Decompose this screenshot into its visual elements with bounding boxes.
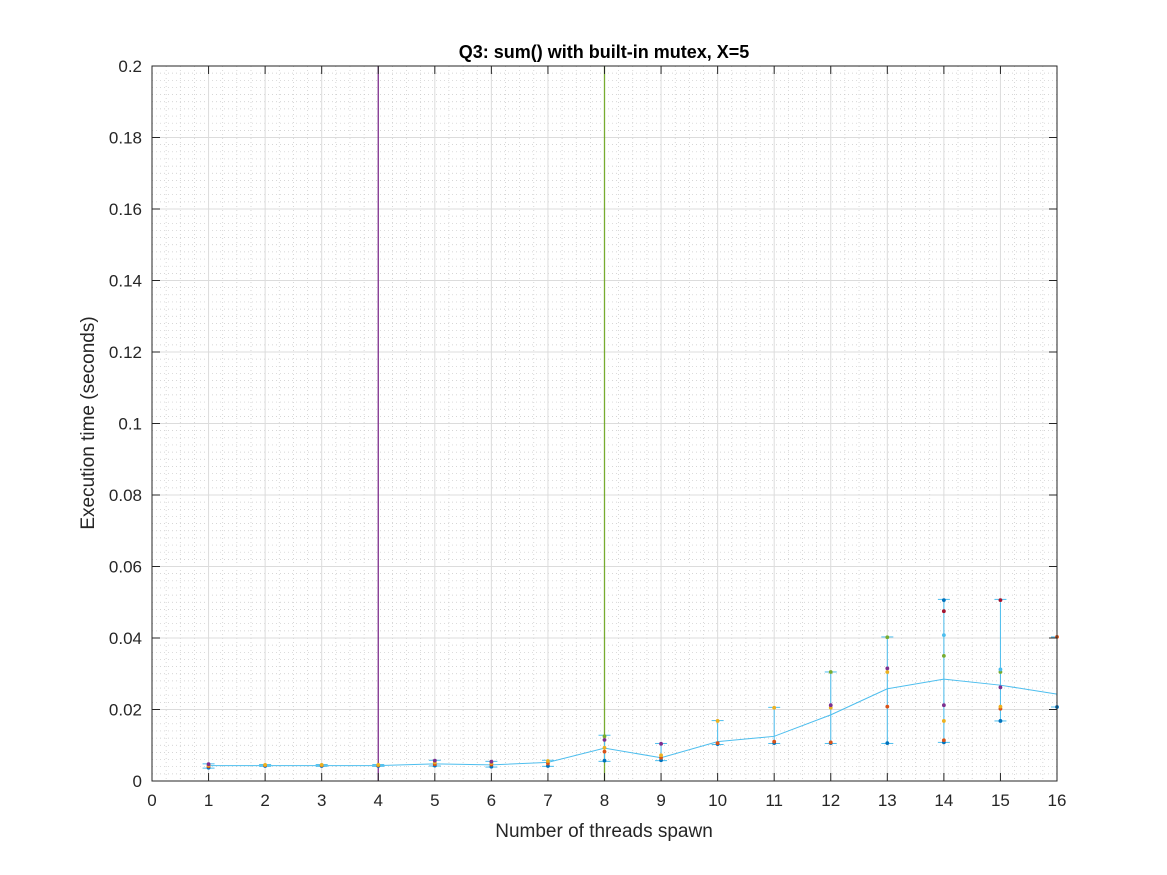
sample-point xyxy=(602,749,607,754)
x-tick-label: 16 xyxy=(1048,791,1067,810)
sample-point xyxy=(715,719,720,723)
sample-point xyxy=(941,703,946,708)
y-tick-label: 0.16 xyxy=(109,200,142,219)
series-lines xyxy=(208,678,1058,767)
sample-point xyxy=(998,685,1003,690)
sample-point xyxy=(602,758,607,763)
sample-point xyxy=(602,745,607,750)
y-tick-label: 0.2 xyxy=(118,57,142,76)
sample-point xyxy=(941,633,946,638)
x-tick-label: 15 xyxy=(991,791,1010,810)
x-tick-label: 11 xyxy=(765,791,783,810)
sample-point xyxy=(828,740,833,745)
x-tick-label: 0 xyxy=(147,791,156,810)
x-tick-label: 8 xyxy=(600,791,609,810)
chart-title: Q3: sum() with built-in mutex, X=5 xyxy=(459,42,750,62)
sample-point xyxy=(828,703,833,708)
sample-point xyxy=(319,763,324,767)
y-tick-label: 0.08 xyxy=(109,486,142,505)
sample-point xyxy=(602,737,607,742)
sample-point xyxy=(941,598,946,603)
sample-point xyxy=(659,753,663,758)
sample-point xyxy=(772,739,777,744)
y-tick-label: 0.06 xyxy=(109,558,142,577)
sample-point xyxy=(772,705,777,710)
sample-point xyxy=(659,741,663,746)
sample-point xyxy=(998,704,1003,709)
x-tick-labels: 0 1 2 3 4 5 6 7 8 9 10 11 12 13 14 15 16 xyxy=(147,791,1066,810)
sample-point xyxy=(941,738,946,743)
sample-point xyxy=(206,762,211,767)
y-tick-label: 0 xyxy=(133,772,142,791)
x-tick-label: 1 xyxy=(204,791,213,810)
x-tick-label: 14 xyxy=(934,791,953,810)
y-tick-label: 0.12 xyxy=(109,343,142,362)
y-tick-label: 0.18 xyxy=(109,129,142,148)
x-tick-label: 2 xyxy=(260,791,269,810)
x-tick-label: 3 xyxy=(317,791,326,810)
sample-point xyxy=(489,759,494,764)
y-tick-labels: 0 0.02 0.04 0.06 0.08 0.1 0.12 0.14 0.16 0.18 0.2 xyxy=(109,57,142,791)
y-tick-label: 0.02 xyxy=(109,701,142,720)
x-tick-label: 12 xyxy=(821,791,840,810)
x-tick-label: 5 xyxy=(430,791,439,810)
sample-point xyxy=(885,670,890,674)
y-tick-label: 0.1 xyxy=(118,415,142,434)
sample-point xyxy=(885,666,890,671)
y-tick-label: 0.14 xyxy=(109,272,142,291)
y-tick-label: 0.04 xyxy=(109,629,142,648)
mean-line xyxy=(208,678,1058,767)
sample-point xyxy=(941,609,946,614)
sample-point xyxy=(546,759,550,763)
sample-point xyxy=(998,598,1003,603)
sample-point xyxy=(941,719,946,723)
y-axis-label: Execution time (seconds) xyxy=(78,316,99,529)
x-axis-label: Number of threads spawn xyxy=(495,821,713,842)
sample-point xyxy=(263,763,268,767)
x-tick-label: 4 xyxy=(374,791,383,810)
axis-ticks xyxy=(151,65,1058,782)
sample-point xyxy=(885,741,890,746)
sample-point xyxy=(828,670,833,674)
sample-point xyxy=(941,653,946,658)
sample-point xyxy=(998,719,1003,723)
x-tick-label: 10 xyxy=(708,791,727,810)
x-tick-label: 6 xyxy=(487,791,496,810)
sample-point xyxy=(998,667,1003,672)
sample-point xyxy=(376,763,381,767)
sample-point xyxy=(885,635,890,640)
x-tick-label: 7 xyxy=(543,791,552,810)
sample-point xyxy=(715,741,720,746)
x-tick-label: 13 xyxy=(878,791,897,810)
sample-point xyxy=(602,734,607,739)
x-tick-label: 9 xyxy=(656,791,665,810)
sample-point xyxy=(432,758,437,763)
vertical-marker-lines xyxy=(377,66,606,781)
sample-point xyxy=(885,704,890,709)
